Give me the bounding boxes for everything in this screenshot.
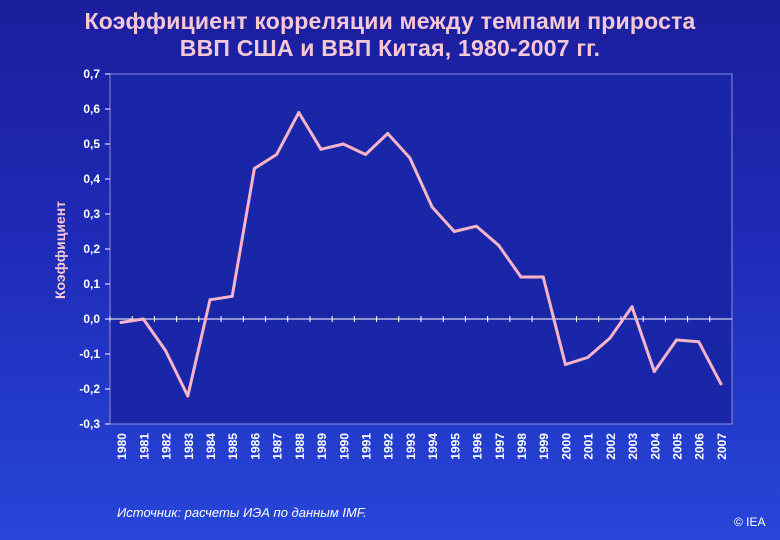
x-tick-label: 2007 (715, 433, 729, 460)
y-tick-label: 0,5 (83, 137, 100, 151)
y-tick-label: 0,4 (83, 172, 100, 186)
y-tick-label: 0,7 (83, 67, 100, 81)
y-axis: 0,7 0,6 0,5 0,4 0,3 0,2 0,1 0,0 -0,1 -0,2 -0,3 (79, 67, 110, 431)
x-tick-label: 1997 (493, 433, 507, 460)
data-point (386, 132, 390, 135)
data-point (297, 111, 301, 114)
x-tick-label: 1998 (515, 433, 529, 460)
data-point (674, 338, 678, 342)
x-tick-label: 1991 (359, 433, 373, 460)
data-point (208, 298, 212, 302)
x-tick-label: 2002 (604, 433, 618, 460)
y-tick-label: -0,1 (79, 347, 100, 361)
data-point (275, 153, 279, 156)
data-point (164, 349, 168, 352)
data-point (141, 317, 145, 321)
x-tick-label: 1980 (115, 433, 129, 460)
data-point (541, 275, 545, 279)
chart-title-line-2: ВВП США и ВВП Китая, 1980-2007 гг. (179, 35, 601, 61)
x-tick-label: 1992 (382, 433, 396, 460)
x-tick-label: 1987 (271, 433, 285, 460)
x-tick-label: 1984 (204, 433, 218, 460)
series-line (119, 111, 723, 398)
data-point (430, 205, 434, 209)
x-tick-label: 1999 (537, 433, 551, 460)
data-point (341, 142, 345, 146)
x-axis: 1980 1981 1982 1983 1984 1985 1986 1987 1988 1989… (109, 316, 732, 460)
x-tick-label: 1986 (248, 433, 262, 460)
x-tick-label: 1995 (448, 433, 462, 460)
chart-title: Коэффициент корреляции между темпами при… (0, 8, 780, 62)
x-tick-label: 1990 (337, 433, 351, 460)
x-tick-label: 1994 (426, 433, 440, 460)
x-tick-label: 2000 (559, 433, 573, 460)
data-point (719, 382, 723, 386)
data-point (186, 394, 190, 398)
series-layer (119, 111, 723, 398)
x-tick-label: 2003 (626, 433, 640, 460)
y-tick-label: -0,2 (79, 382, 100, 396)
x-tick-label: 1993 (404, 433, 418, 460)
data-point (452, 230, 456, 233)
copyright-text: © IEA (734, 515, 766, 529)
y-tick-label: -0,3 (79, 417, 100, 431)
data-point (608, 336, 612, 340)
x-tick-label: 2005 (670, 433, 684, 460)
x-tick-label: 2006 (693, 433, 707, 460)
data-point (363, 153, 367, 156)
data-point (230, 294, 234, 298)
x-tick-label: 2004 (648, 433, 662, 460)
data-point (563, 363, 567, 366)
x-tick-label: 1983 (182, 433, 196, 460)
data-point (697, 340, 701, 344)
data-point (119, 321, 123, 324)
x-tick-label: 2001 (582, 433, 596, 460)
y-tick-label: 0,3 (83, 207, 100, 221)
y-tick-label: 0,6 (83, 102, 100, 116)
data-point (497, 244, 501, 247)
data-point (652, 370, 656, 373)
y-tick-label: 0,1 (83, 277, 100, 291)
x-tick-label: 1985 (226, 433, 240, 460)
x-tick-label: 1981 (137, 433, 151, 460)
data-point (519, 275, 523, 279)
plot-area (109, 73, 733, 425)
x-tick-label: 1996 (471, 433, 485, 460)
y-tick-label: 0,2 (83, 242, 100, 256)
data-point (252, 167, 256, 170)
x-tick-label: 1988 (293, 433, 307, 460)
data-point (408, 156, 412, 160)
source-note: Источник: расчеты ИЭА по данным IMF. (117, 505, 367, 520)
x-tick-label: 1989 (315, 433, 329, 460)
data-point (319, 147, 323, 151)
chart-title-line-1: Коэффициент корреляции между темпами при… (84, 8, 696, 34)
data-point (475, 224, 479, 228)
data-point (630, 305, 634, 309)
data-point (586, 356, 590, 359)
x-tick-label: 1982 (160, 433, 174, 460)
y-tick-label: 0,0 (83, 312, 100, 326)
